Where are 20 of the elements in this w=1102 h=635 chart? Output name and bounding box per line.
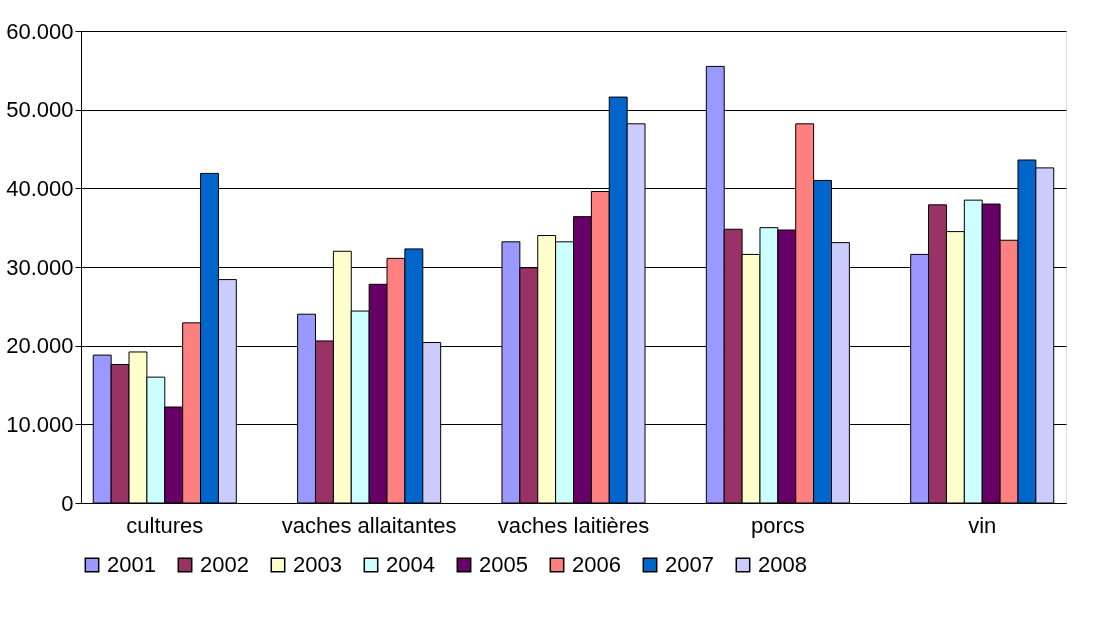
- legend-label: 2002: [200, 552, 249, 577]
- legend-label: 2004: [386, 552, 435, 577]
- legend-label: 2003: [293, 552, 342, 577]
- y-tick-label: 30.000: [6, 254, 74, 280]
- x-tick-label: cultures: [126, 512, 204, 538]
- y-tick-label: 20.000: [6, 333, 74, 359]
- y-tick-label: 50.000: [6, 97, 74, 123]
- legend-label: 2006: [572, 552, 621, 577]
- x-tick-label: vaches laitières: [497, 512, 650, 538]
- x-tick-label: vin: [968, 512, 997, 538]
- y-tick-label: 60.000: [6, 18, 74, 44]
- legend-label: 2001: [107, 552, 156, 577]
- x-tick-label: vaches allaitantes: [281, 512, 457, 538]
- legend-label: 2008: [758, 552, 807, 577]
- legend-label: 2007: [665, 552, 714, 577]
- y-tick-label: 40.000: [6, 175, 74, 201]
- y-tick-label: 10.000: [6, 411, 74, 437]
- y-tick-label: 0: [61, 490, 74, 516]
- x-tick-label: porcs: [750, 512, 805, 538]
- legend-label: 2005: [479, 552, 528, 577]
